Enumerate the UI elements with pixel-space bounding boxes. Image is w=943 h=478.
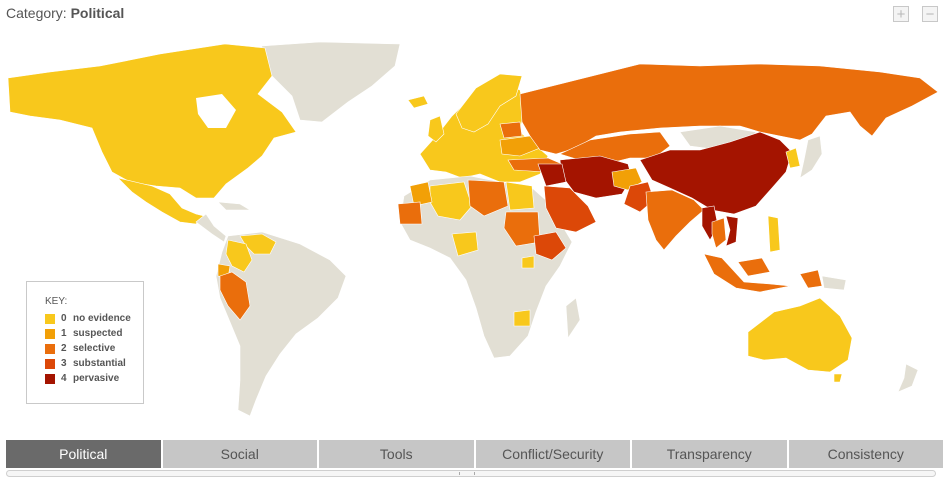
tab-social[interactable]: Social: [162, 440, 317, 468]
legend-label: selective: [73, 343, 116, 354]
country-kenya[interactable]: [521, 255, 535, 269]
legend-swatch-4: [45, 373, 55, 384]
zoom-in-button[interactable]: +: [893, 6, 909, 22]
legend-swatch-3: [45, 358, 55, 369]
country-vietnam[interactable]: [725, 215, 739, 247]
category-label: Category:: [6, 5, 67, 21]
country-iceland[interactable]: [407, 95, 429, 109]
country-egypt[interactable]: [505, 181, 535, 211]
country-cuba[interactable]: [217, 201, 252, 211]
country-ethiopia[interactable]: [533, 231, 567, 261]
legend-item: 1 suspected: [45, 326, 143, 341]
country-canada-usa[interactable]: [7, 43, 297, 199]
scrollbar-grip[interactable]: [459, 472, 475, 475]
horizontal-scrollbar[interactable]: [6, 470, 936, 477]
world-map[interactable]: [0, 36, 943, 436]
legend-swatch-0: [45, 313, 55, 324]
tab-political[interactable]: Political: [6, 440, 161, 468]
legend-swatch-2: [45, 343, 55, 354]
category-heading: Category: Political: [6, 5, 124, 21]
legend-level: 4: [61, 373, 67, 384]
tab-transparency[interactable]: Transparency: [632, 440, 787, 468]
legend-title: KEY:: [45, 296, 68, 307]
legend-item: 2 selective: [45, 341, 143, 356]
legend-swatch-1: [45, 328, 55, 339]
country-egypt-region[interactable]: [467, 179, 509, 217]
country-scandinavia[interactable]: [455, 73, 523, 133]
country-china[interactable]: [639, 131, 793, 215]
country-saudi-arabia[interactable]: [543, 185, 597, 233]
tab-conflict-security[interactable]: Conflict/Security: [475, 440, 630, 468]
country-australia[interactable]: [747, 297, 853, 373]
legend-level: 0: [61, 313, 67, 324]
country-nigeria[interactable]: [451, 231, 479, 257]
country-korea[interactable]: [785, 147, 801, 169]
legend-item: 0 no evidence: [45, 311, 143, 326]
country-philippines[interactable]: [767, 215, 781, 253]
country-south-america[interactable]: [215, 231, 347, 417]
hudson-bay: [196, 94, 236, 128]
country-png-east[interactable]: [821, 275, 847, 291]
country-mauritania[interactable]: [397, 201, 423, 225]
legend: KEY: 0 no evidence 1 suspected 2 selecti…: [26, 281, 144, 404]
tab-tools[interactable]: Tools: [319, 440, 474, 468]
country-uk[interactable]: [427, 115, 445, 143]
country-central-america[interactable]: [195, 213, 227, 243]
country-new-zealand[interactable]: [897, 363, 919, 393]
country-tasmania[interactable]: [833, 373, 843, 383]
tab-consistency[interactable]: Consistency: [788, 440, 943, 468]
country-peru[interactable]: [219, 271, 251, 321]
country-sudan[interactable]: [503, 211, 541, 247]
legend-label: suspected: [73, 328, 123, 339]
country-thailand[interactable]: [711, 217, 727, 249]
legend-item: 3 substantial: [45, 356, 143, 371]
country-malaysia[interactable]: [737, 257, 771, 277]
country-indonesia[interactable]: [703, 253, 791, 293]
legend-item: 4 pervasive: [45, 371, 143, 386]
country-colombia[interactable]: [225, 239, 253, 273]
country-zimbabwe[interactable]: [513, 309, 531, 327]
legend-label: pervasive: [73, 373, 120, 384]
country-japan[interactable]: [799, 135, 823, 179]
legend-level: 3: [61, 358, 67, 369]
country-syria-iraq[interactable]: [537, 163, 567, 187]
legend-level: 1: [61, 328, 67, 339]
country-papua-new-guinea[interactable]: [799, 269, 823, 289]
country-madagascar[interactable]: [565, 297, 581, 339]
legend-level: 2: [61, 343, 67, 354]
country-india[interactable]: [645, 189, 705, 251]
legend-label: no evidence: [73, 313, 131, 324]
country-belarus[interactable]: [499, 121, 523, 139]
legend-label: substantial: [73, 358, 126, 369]
category-tabs: Political Social Tools Conflict/Security…: [6, 440, 943, 468]
zoom-out-button[interactable]: −: [922, 6, 938, 22]
country-morocco[interactable]: [409, 181, 433, 207]
country-ukraine[interactable]: [499, 135, 541, 157]
category-value: Political: [70, 5, 125, 21]
